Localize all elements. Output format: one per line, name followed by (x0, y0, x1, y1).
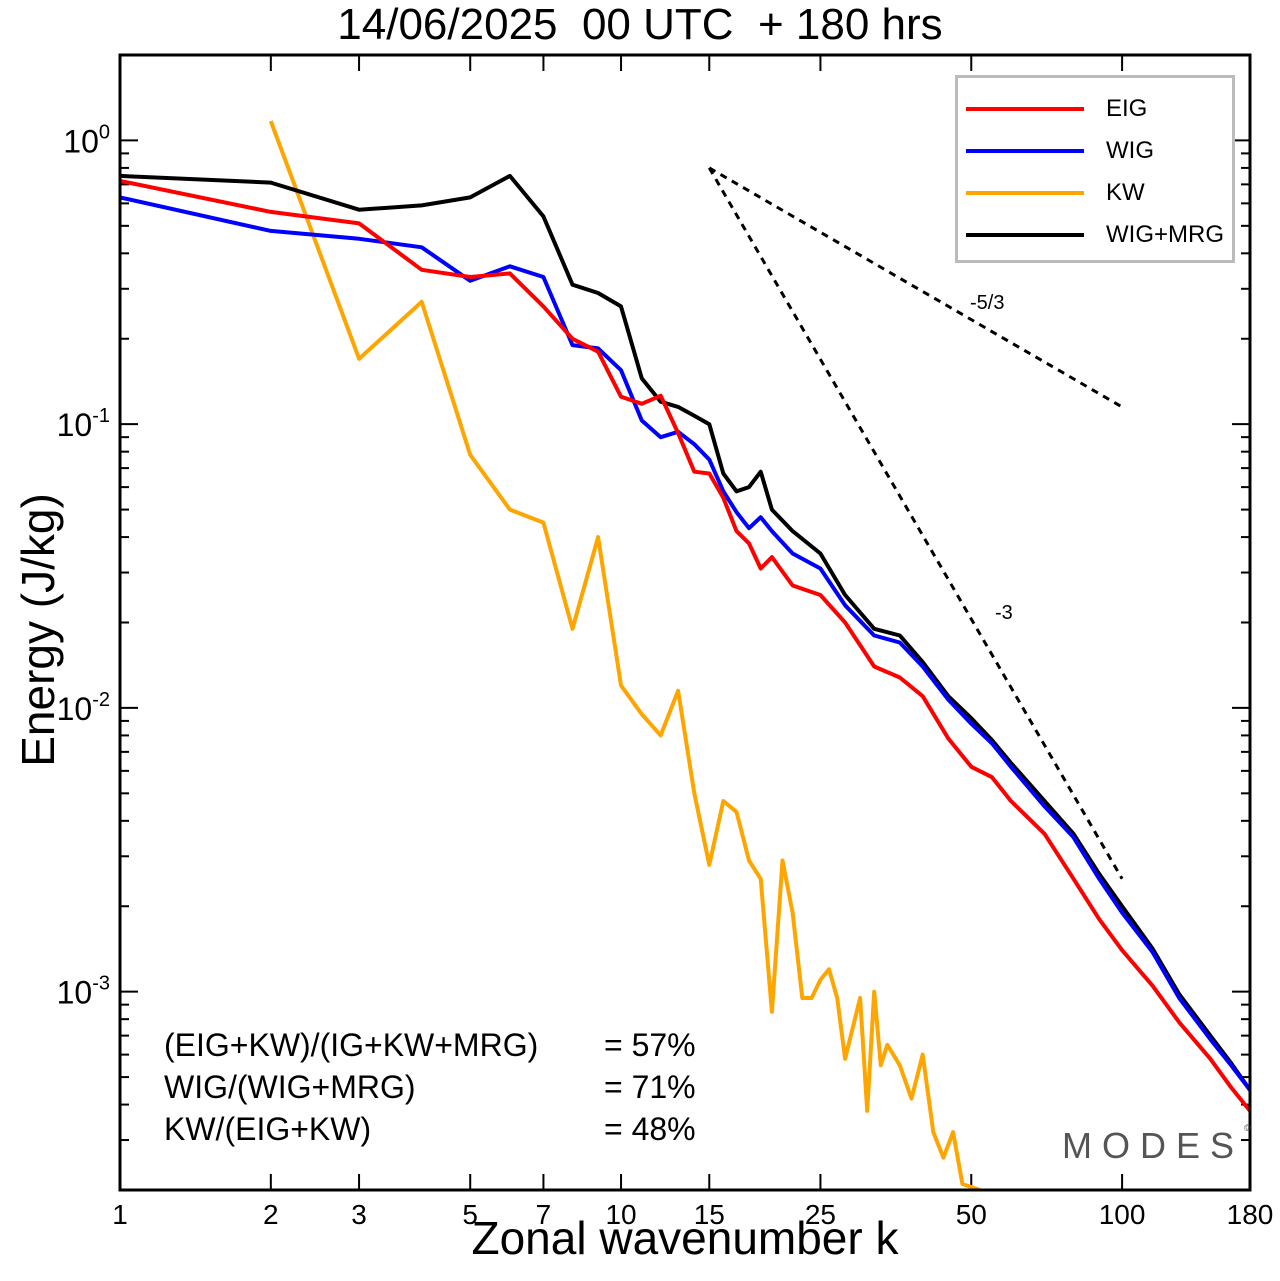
legend-item-wig: WIG (966, 136, 1154, 166)
chart-title: 14/06/2025 00 UTC + 180 hrs (337, 0, 943, 49)
y-tick-label: 100 (63, 121, 110, 159)
slope-line-three (707, 167, 1124, 880)
plot-frame (118, 53, 1252, 1192)
x-tick-label: 180 (1227, 1199, 1274, 1230)
y-tick-mantissa: 10 (57, 691, 93, 727)
legend-label-eig: EIG (1106, 95, 1148, 122)
x-tick-label: 25 (805, 1199, 836, 1230)
slope-label-five-thirds: -5/3 (970, 292, 1005, 314)
y-tick-exponent: 0 (99, 121, 110, 143)
y-tick-exponent: -3 (92, 973, 110, 995)
x-tick-label: 50 (956, 1199, 987, 1230)
slope-line-five-thirds (708, 166, 1123, 409)
series-line-wig-mrg (120, 173, 1250, 1092)
ratio-value: = 48% (604, 1111, 696, 1147)
legend-item-eig: EIG (966, 94, 1147, 124)
y-tick-label: 10-1 (57, 405, 110, 443)
ratio-label: WIG/(WIG+MRG) (164, 1069, 416, 1105)
slope-label-three: -3 (995, 602, 1013, 624)
ratio-row: (EIG+KW)/(IG+KW+MRG) = 57% (164, 1024, 696, 1066)
legend-label-wig: WIG (1106, 137, 1154, 164)
x-tick-label: 3 (351, 1199, 367, 1230)
legend-swatch-kw (966, 191, 1084, 195)
x-tick-label: 5 (462, 1199, 478, 1230)
legend-item-wig-mrg: WIG+MRG (966, 220, 1224, 250)
x-tick-label: 15 (694, 1199, 725, 1230)
y-tick-label: 10-3 (57, 973, 110, 1011)
series-line-eig (120, 178, 1250, 1113)
ratio-label: KW/(EIG+KW) (164, 1111, 372, 1147)
legend: EIG WIG KW WIG+MRG (955, 75, 1235, 263)
y-tick-exponent: -1 (92, 405, 110, 427)
ratio-row: WIG/(WIG+MRG) = 71% (164, 1066, 696, 1108)
ratio-value: = 57% (604, 1027, 696, 1063)
legend-item-kw: KW (966, 178, 1145, 208)
y-tick-exponent: -2 (92, 689, 110, 711)
x-axis-label: Zonal wavenumber k (471, 1212, 899, 1264)
legend-swatch-wig-mrg (966, 233, 1084, 237)
energy-ratios: (EIG+KW)/(IG+KW+MRG) = 57% WIG/(WIG+MRG)… (164, 1024, 696, 1150)
ratio-row: KW/(EIG+KW) = 48% (164, 1108, 696, 1150)
legend-swatch-wig (966, 149, 1084, 153)
y-axis-label: Energy (J/kg) (12, 493, 64, 767)
y-tick-label: 10-2 (57, 689, 110, 727)
ratio-value: = 71% (604, 1069, 696, 1105)
y-tick-mantissa: 10 (63, 123, 99, 159)
legend-label-kw: KW (1106, 179, 1145, 206)
brand-text: MODES (1062, 1125, 1245, 1166)
y-tick-mantissa: 10 (57, 975, 93, 1011)
x-tick-label: 2 (263, 1199, 279, 1230)
y-tick-mantissa: 10 (57, 407, 93, 443)
x-tick-label: 100 (1099, 1199, 1146, 1230)
modes-logo: MODES© (1062, 1123, 1251, 1167)
x-tick-label: 1 (112, 1199, 128, 1230)
ratio-label: (EIG+KW)/(IG+KW+MRG) (164, 1027, 539, 1063)
x-tick-label: 10 (605, 1199, 636, 1230)
legend-label-wig-mrg: WIG+MRG (1106, 221, 1224, 248)
x-tick-label: 7 (536, 1199, 552, 1230)
copyright-mark: © (1244, 1123, 1251, 1133)
series-line-kw (268, 120, 981, 1190)
series-line-wig (120, 195, 1250, 1092)
legend-swatch-eig (966, 107, 1084, 111)
